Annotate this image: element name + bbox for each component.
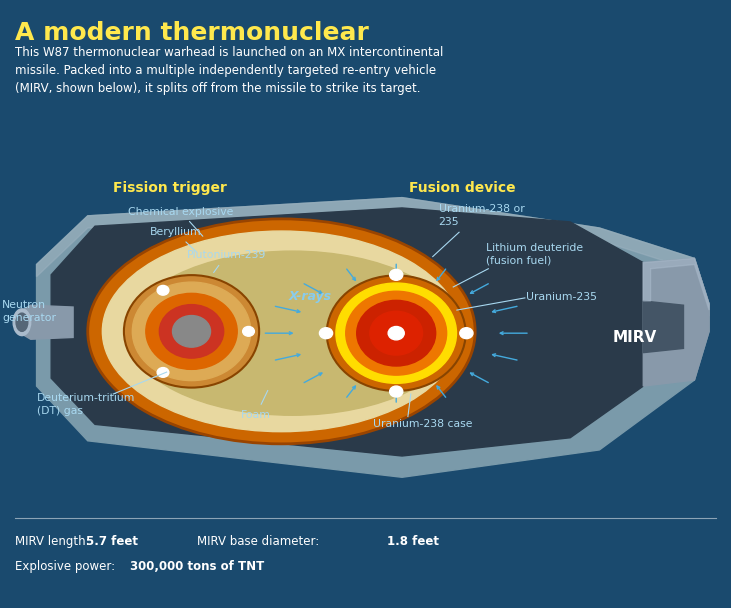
Polygon shape	[643, 301, 683, 353]
Polygon shape	[643, 258, 709, 386]
Ellipse shape	[460, 328, 473, 339]
Text: Lithium deuteride
(fusion fuel): Lithium deuteride (fusion fuel)	[486, 243, 583, 266]
Ellipse shape	[390, 269, 403, 280]
Ellipse shape	[370, 311, 423, 355]
Ellipse shape	[327, 275, 466, 391]
Text: 300,000 tons of TNT: 300,000 tons of TNT	[130, 560, 265, 573]
Ellipse shape	[102, 231, 461, 432]
Ellipse shape	[357, 300, 436, 366]
Ellipse shape	[390, 386, 403, 397]
Text: Deuterium-tritium
(DT) gas: Deuterium-tritium (DT) gas	[37, 393, 135, 416]
Ellipse shape	[157, 285, 169, 295]
Ellipse shape	[173, 316, 211, 347]
Text: Chemical explosive: Chemical explosive	[128, 207, 233, 237]
Text: Beryllium: Beryllium	[150, 227, 202, 252]
Ellipse shape	[128, 251, 457, 415]
Text: MIRV length:: MIRV length:	[15, 534, 93, 548]
Text: 5.7 feet: 5.7 feet	[86, 534, 138, 548]
Text: Uranium-235: Uranium-235	[526, 292, 597, 302]
Text: Explosive power:: Explosive power:	[15, 560, 118, 573]
Ellipse shape	[13, 309, 31, 336]
Polygon shape	[37, 198, 709, 316]
Ellipse shape	[243, 326, 254, 336]
Polygon shape	[643, 258, 709, 310]
Ellipse shape	[132, 282, 251, 381]
Ellipse shape	[346, 291, 447, 375]
Ellipse shape	[16, 313, 28, 331]
Ellipse shape	[336, 283, 457, 383]
Text: X-rays: X-rays	[289, 290, 332, 303]
Text: Neutron
generator: Neutron generator	[2, 300, 56, 323]
Ellipse shape	[88, 219, 475, 444]
Ellipse shape	[157, 368, 169, 378]
Polygon shape	[20, 305, 73, 339]
Ellipse shape	[319, 328, 333, 339]
Text: Foam: Foam	[241, 390, 271, 420]
Ellipse shape	[146, 294, 237, 370]
Text: Uranium-238 case: Uranium-238 case	[373, 420, 472, 429]
Text: Uranium-238 or
235: Uranium-238 or 235	[439, 204, 524, 227]
Text: Fusion device: Fusion device	[409, 181, 516, 196]
Ellipse shape	[388, 326, 404, 340]
Ellipse shape	[124, 275, 259, 388]
Text: Fission trigger: Fission trigger	[113, 181, 227, 196]
Text: Plutonium-239: Plutonium-239	[186, 250, 266, 272]
Polygon shape	[37, 198, 709, 477]
Text: MIRV: MIRV	[613, 330, 657, 345]
Text: MIRV base diameter:: MIRV base diameter:	[197, 534, 323, 548]
Ellipse shape	[159, 305, 224, 358]
Text: 1.8 feet: 1.8 feet	[387, 534, 439, 548]
Polygon shape	[51, 208, 643, 456]
Text: This W87 thermonuclear warhead is launched on an MX intercontinental
missile. Pa: This W87 thermonuclear warhead is launch…	[15, 46, 443, 95]
Text: A modern thermonuclear: A modern thermonuclear	[15, 21, 368, 45]
